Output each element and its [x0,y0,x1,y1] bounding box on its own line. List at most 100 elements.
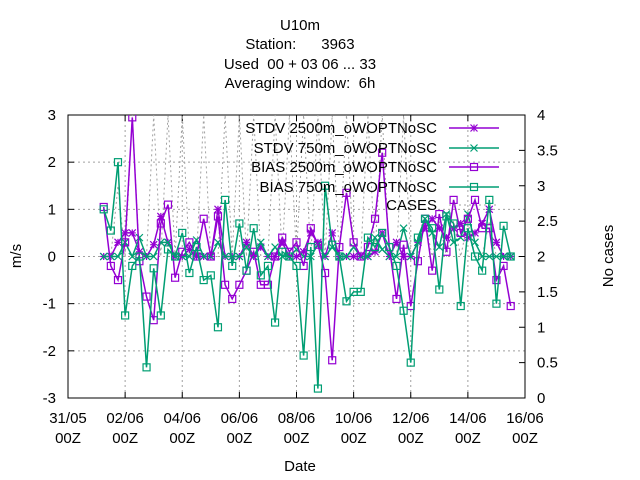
data-point-stroke [242,243,251,251]
y-tick-label: -2 [43,343,56,360]
data-point-stroke [406,252,415,261]
data-point [142,292,151,301]
data-point [392,294,401,304]
data-point-stroke [114,252,122,261]
data-point [349,243,358,251]
data-point [199,214,208,223]
y2-tick-label: 0 [537,390,545,407]
data-point [442,212,451,221]
x-tick-label: 00Z [455,430,481,447]
data-point [363,233,373,242]
data-point [242,266,251,275]
data-point [192,252,201,261]
data-point [428,224,437,233]
legend-label: STDV 750m_oWOPTNoSC [254,140,438,157]
data-point [270,318,280,327]
data-point [428,214,437,223]
data-point [220,195,230,204]
data-point-stroke [199,252,208,261]
x-tick-label: 00Z [55,430,81,447]
data-point [470,252,480,261]
x-tick-label: 00Z [398,430,424,447]
y-tick-label: -1 [43,296,56,313]
data-point [178,228,187,238]
x-tick-label: 14/06 [449,410,487,427]
legend-swatch-marker [470,144,478,152]
data-point-stroke [292,245,301,254]
data-point [142,363,151,372]
x-tick-label: 00Z [512,430,538,447]
legend-swatch-marker-stroke [470,144,478,152]
data-point [485,195,494,204]
chart-title-line-1: U10m [279,17,320,34]
y-tick-label: 2 [48,154,56,171]
data-point [349,252,358,261]
y2-axis-label: No cases [600,225,617,288]
data-point [214,205,222,214]
data-point [342,252,351,261]
data-point [299,351,308,360]
data-point-stroke [435,243,444,251]
data-point [142,252,151,261]
y-axis-label: m/s [8,244,25,268]
data-point [356,252,365,261]
data-point [413,233,422,242]
x-tick-label: 02/06 [106,410,144,427]
data-point-stroke [378,245,387,254]
data-point [163,245,173,254]
data-point [171,273,180,282]
data-point [270,252,280,261]
data-point [242,243,251,251]
y2-tick-label: 2.5 [537,213,558,230]
data-point [371,247,379,256]
y2-tick-label: 1.5 [537,284,558,301]
data-point [235,219,244,228]
x-tick-label: 00Z [169,430,195,447]
chart-title-line-3: Used 00 + 03 06 ... 33 [223,56,377,73]
data-point [149,252,158,261]
data-point-stroke [264,252,272,261]
legend-swatch-marker [470,124,478,132]
data-point [135,233,144,242]
data-point [171,252,180,261]
data-point [456,228,465,238]
data-point [264,252,272,261]
data-point [328,356,337,365]
y2-tick-label: 3.5 [537,142,558,159]
data-point [114,238,122,247]
x-tick-label: 16/06 [506,410,544,427]
data-point [113,275,123,285]
data-point-stroke [342,252,351,261]
data-point-stroke [371,233,379,242]
data-point [435,285,444,294]
data-point [106,226,115,235]
y2-tick-label: 0.5 [537,355,558,372]
series-line [103,115,511,257]
data-point [185,238,194,247]
data-point [342,188,351,197]
x-axis-label: Date [284,458,316,475]
data-point [228,294,237,304]
y2-tick-label: 3 [537,178,545,195]
data-point [278,247,287,256]
x-tick-label: 00Z [341,430,367,447]
data-point [206,252,215,261]
data-point [128,252,137,261]
y2-tick-label: 1 [537,319,545,336]
data-point [128,261,137,271]
data-point [156,311,165,320]
legend-label: STDV 2500m_oWOPTNoSC [245,120,437,137]
data-point [256,238,265,247]
data-point [406,358,415,367]
data-point [113,158,123,167]
x-tick-label: 10/06 [335,410,373,427]
data-point [128,228,137,237]
data-point [335,252,344,261]
data-point [163,200,173,209]
data-point [121,311,130,320]
data-point [99,205,108,214]
data-point [306,242,315,252]
data-point [149,264,158,273]
data-point [349,238,358,247]
